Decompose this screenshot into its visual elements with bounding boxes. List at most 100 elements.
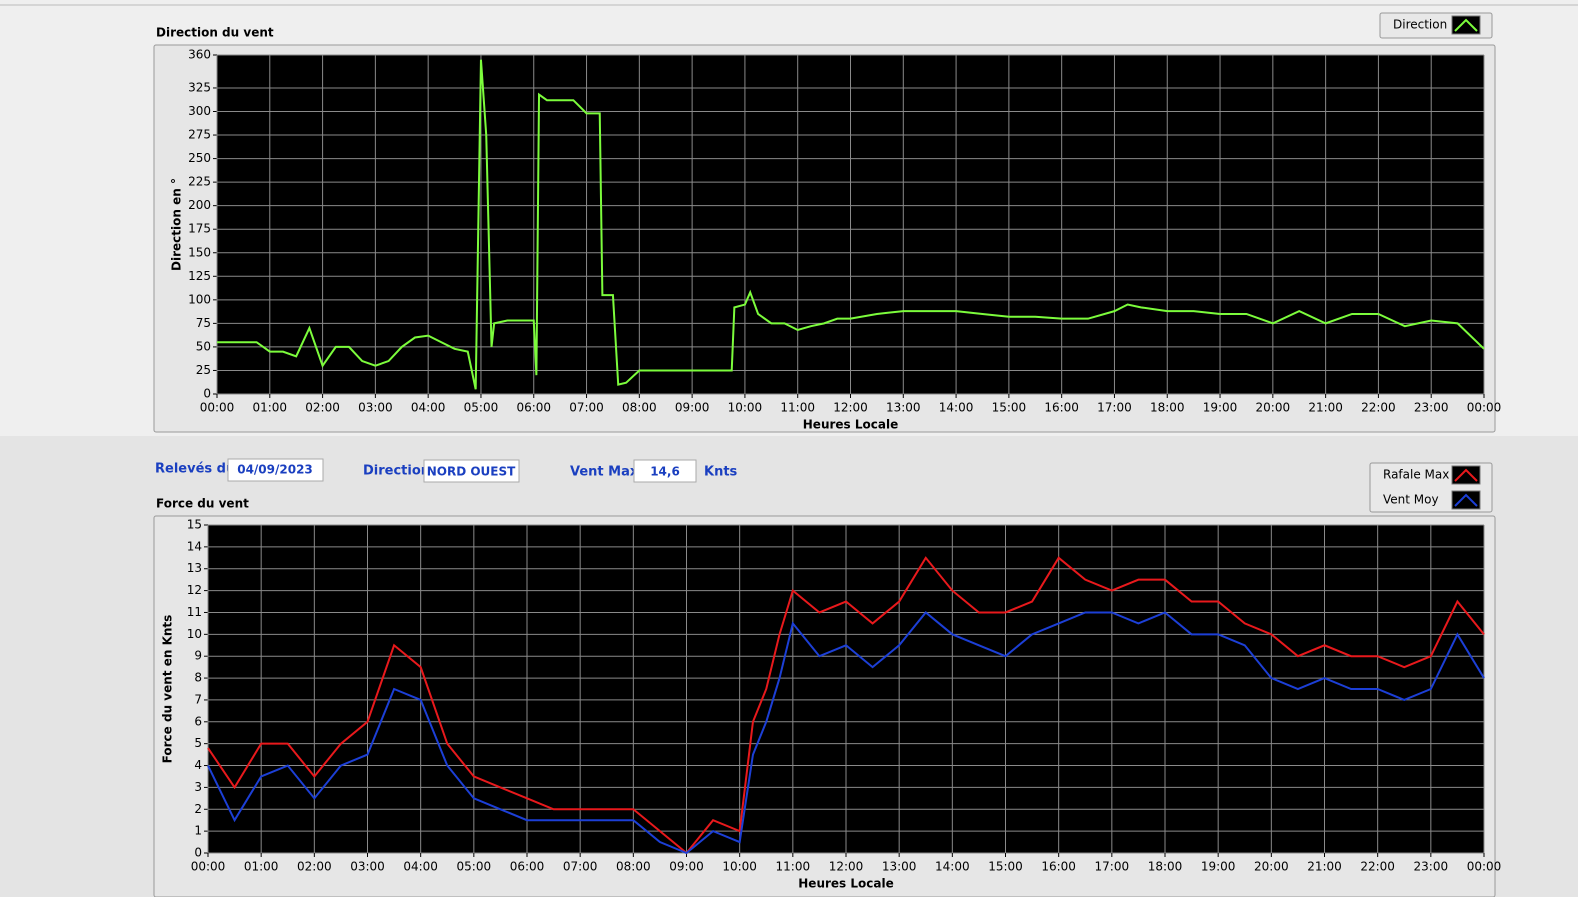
- x-tick-label: 18:00: [1150, 401, 1185, 415]
- unit-label: Knts: [704, 465, 738, 480]
- x-tick-label: 00:00: [1467, 860, 1502, 874]
- y-tick-label: 175: [188, 222, 211, 236]
- y-tick-label: 225: [188, 175, 211, 189]
- y-tick-label: 6: [194, 714, 202, 728]
- y-tick-label: 14: [187, 539, 202, 553]
- x-tick-label: 21:00: [1307, 860, 1342, 874]
- legend-swatch: [1451, 465, 1481, 485]
- x-tick-label: 05:00: [464, 401, 499, 415]
- y-tick-label: 5: [194, 736, 202, 750]
- y-tick-label: 275: [188, 128, 211, 142]
- x-axis-label: Heures Locale: [798, 877, 893, 891]
- x-tick-label: 14:00: [939, 401, 974, 415]
- x-tick-label: 22:00: [1360, 860, 1395, 874]
- x-tick-label: 00:00: [200, 401, 235, 415]
- y-tick-label: 15: [187, 518, 202, 532]
- x-tick-label: 15:00: [988, 860, 1023, 874]
- y-tick-label: 8: [194, 671, 202, 685]
- legend-label: Vent Moy: [1383, 493, 1439, 507]
- y-axis-label: Force du vent en Knts: [161, 615, 175, 764]
- x-tick-label: 23:00: [1414, 860, 1449, 874]
- x-tick-label: 17:00: [1097, 401, 1132, 415]
- y-tick-label: 10: [187, 627, 202, 641]
- y-tick-label: 1: [194, 824, 202, 838]
- y-tick-label: 2: [194, 802, 202, 816]
- legend-line: [1454, 493, 1478, 507]
- x-tick-label: 02:00: [305, 401, 340, 415]
- legend-line: [1454, 18, 1478, 32]
- chart-title: Force du vent: [156, 497, 249, 511]
- x-tick-label: 16:00: [1044, 401, 1079, 415]
- vent-max-value: 14,6: [650, 465, 680, 479]
- x-tick-label: 04:00: [411, 401, 446, 415]
- fields: Relevés du 04/09/2023 Direction NORD OUE…: [155, 458, 738, 483]
- date-box[interactable]: [227, 458, 324, 482]
- date-value: 04/09/2023: [237, 463, 313, 477]
- legend-swatch: [1451, 490, 1481, 510]
- x-tick-label: 20:00: [1256, 401, 1291, 415]
- x-tick-label: 23:00: [1414, 401, 1449, 415]
- y-tick-label: 300: [188, 104, 211, 118]
- x-tick-label: 00:00: [1467, 401, 1502, 415]
- x-tick-label: 20:00: [1254, 860, 1289, 874]
- y-tick-label: 3: [194, 780, 202, 794]
- x-tick-label: 22:00: [1361, 401, 1396, 415]
- y-tick-label: 7: [194, 692, 202, 706]
- x-tick-label: 02:00: [297, 860, 332, 874]
- y-tick-label: 200: [188, 198, 211, 212]
- x-tick-label: 17:00: [1095, 860, 1130, 874]
- direction-value: NORD OUEST: [427, 465, 516, 479]
- y-tick-label: 75: [196, 316, 211, 330]
- x-tick-label: 21:00: [1308, 401, 1343, 415]
- chart-title: Direction du vent: [156, 26, 274, 40]
- x-tick-label: 11:00: [780, 401, 815, 415]
- y-tick-label: 125: [188, 269, 211, 283]
- x-tick-label: 18:00: [1148, 860, 1183, 874]
- direction-box[interactable]: [423, 459, 520, 483]
- x-tick-label: 08:00: [622, 401, 657, 415]
- vent-max-box[interactable]: [633, 459, 697, 483]
- x-tick-label: 03:00: [350, 860, 385, 874]
- x-tick-label: 06:00: [516, 401, 551, 415]
- x-tick-label: 11:00: [776, 860, 811, 874]
- y-tick-label: 0: [194, 846, 202, 860]
- x-tick-label: 08:00: [616, 860, 651, 874]
- legend-label: Direction: [1393, 18, 1447, 32]
- x-tick-label: 13:00: [882, 860, 917, 874]
- y-axis-label: Direction en °: [170, 178, 184, 271]
- x-tick-label: 13:00: [886, 401, 921, 415]
- x-tick-label: 00:00: [191, 860, 226, 874]
- y-tick-label: 12: [187, 583, 202, 597]
- x-tick-label: 09:00: [675, 401, 710, 415]
- x-tick-label: 07:00: [563, 860, 598, 874]
- data-line: [207, 611, 1485, 855]
- y-tick-label: 0: [203, 387, 211, 401]
- y-tick-label: 9: [194, 649, 202, 663]
- x-tick-label: 12:00: [833, 401, 868, 415]
- x-tick-label: 14:00: [935, 860, 970, 874]
- x-tick-label: 16:00: [1041, 860, 1076, 874]
- y-tick-label: 250: [188, 151, 211, 165]
- y-tick-label: 4: [194, 758, 202, 772]
- x-tick-label: 15:00: [992, 401, 1027, 415]
- y-tick-label: 25: [196, 363, 211, 377]
- y-tick-label: 100: [188, 292, 211, 306]
- x-tick-label: 07:00: [569, 401, 604, 415]
- y-tick-label: 150: [188, 245, 211, 259]
- x-tick-label: 10:00: [728, 401, 763, 415]
- x-axis-label: Heures Locale: [803, 418, 898, 432]
- y-tick-label: 13: [187, 561, 202, 575]
- direction-label: Direction: [363, 464, 430, 479]
- x-tick-label: 01:00: [244, 860, 279, 874]
- x-tick-label: 05:00: [457, 860, 492, 874]
- legend-swatch: [1451, 15, 1481, 35]
- x-tick-label: 09:00: [669, 860, 704, 874]
- data-line: [207, 556, 1485, 855]
- y-tick-label: 11: [187, 605, 202, 619]
- x-tick-label: 04:00: [403, 860, 438, 874]
- date-label: Relevés du: [155, 462, 235, 477]
- legend-label: Rafale Max: [1383, 468, 1449, 482]
- legend-line: [1454, 468, 1478, 482]
